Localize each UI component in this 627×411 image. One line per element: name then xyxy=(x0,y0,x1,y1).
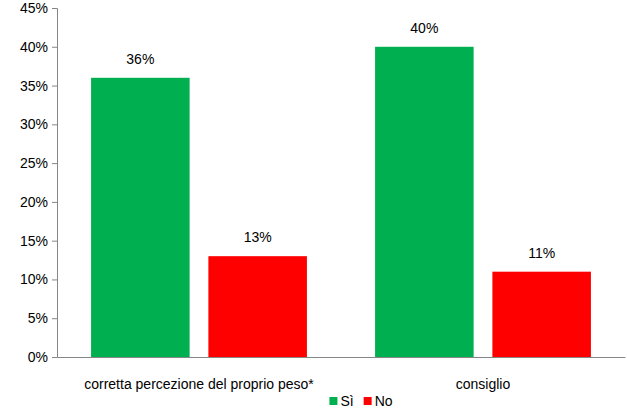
bar xyxy=(375,47,474,357)
y-tick: 10% xyxy=(20,271,57,287)
bar xyxy=(91,78,190,357)
y-tick: 45% xyxy=(20,0,57,16)
legend-label: Sì xyxy=(340,393,353,409)
y-tick-mark xyxy=(52,163,57,164)
y-tick-label: 20% xyxy=(20,194,48,210)
y-tick-label: 5% xyxy=(28,310,48,326)
y-tick: 40% xyxy=(20,39,57,55)
x-tick-label: corretta percezione del proprio peso* xyxy=(84,376,314,392)
legend-label: No xyxy=(375,393,393,409)
y-tick-label: 0% xyxy=(28,349,48,365)
legend: Sì No xyxy=(329,393,392,409)
y-tick-mark xyxy=(52,241,57,242)
y-tick-mark xyxy=(52,279,57,280)
y-tick-mark xyxy=(52,357,57,358)
data-label: 11% xyxy=(528,245,555,261)
bar xyxy=(208,256,307,357)
y-tick: 30% xyxy=(20,116,57,132)
bars xyxy=(91,47,591,357)
y-tick-mark xyxy=(52,8,57,9)
y-tick-mark xyxy=(52,47,57,48)
y-tick-label: 40% xyxy=(20,39,48,55)
x-tick: consiglio xyxy=(456,376,511,392)
y-tick-label: 10% xyxy=(20,271,48,287)
y-axis: 0% 5% 10% 15% 20% 25% 30% 35% 40% 45% xyxy=(20,0,58,365)
x-axis: corretta percezione del proprio peso* con… xyxy=(58,358,626,392)
legend-swatch xyxy=(329,397,337,405)
y-tick-label: 15% xyxy=(20,233,48,249)
y-tick: 20% xyxy=(20,194,57,210)
x-axis-line xyxy=(58,357,626,358)
data-label: 40% xyxy=(410,20,438,36)
y-tick-mark xyxy=(52,318,57,319)
data-labels: 36% 40% 13% 11% xyxy=(126,20,555,261)
y-tick-label: 35% xyxy=(20,78,48,94)
y-tick-mark xyxy=(52,86,57,87)
legend-item: No xyxy=(364,393,393,409)
plot: 0% 5% 10% 15% 20% 25% 30% 35% 40% 45% corretta per… xyxy=(20,0,626,392)
data-label: 13% xyxy=(244,229,272,245)
y-tick: 5% xyxy=(28,310,57,326)
y-axis-line xyxy=(52,9,58,358)
bar xyxy=(492,272,591,357)
legend-item: Sì xyxy=(329,393,353,409)
y-tick-label: 45% xyxy=(20,0,48,16)
y-tick-label: 25% xyxy=(20,155,48,171)
legend-swatch xyxy=(364,397,372,405)
y-tick: 0% xyxy=(28,349,57,365)
data-label: 36% xyxy=(126,51,154,67)
chart: 0% 5% 10% 15% 20% 25% 30% 35% 40% 45% corretta per… xyxy=(0,0,627,411)
y-tick-mark xyxy=(52,202,57,203)
y-tick: 35% xyxy=(20,78,57,94)
y-tick: 25% xyxy=(20,155,57,171)
x-tick-label: consiglio xyxy=(456,376,511,392)
y-tick-label: 30% xyxy=(20,116,48,132)
x-tick: corretta percezione del proprio peso* xyxy=(84,376,314,392)
y-tick: 15% xyxy=(20,233,57,249)
y-tick-mark xyxy=(52,124,57,125)
